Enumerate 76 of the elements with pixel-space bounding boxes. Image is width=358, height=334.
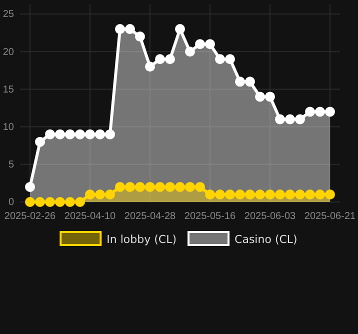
- x-tick-label: 2025-06-03: [244, 211, 296, 222]
- point: [185, 46, 195, 57]
- point: [105, 129, 115, 140]
- point: [75, 129, 85, 140]
- y-tick-label: 25: [2, 9, 14, 20]
- point: [235, 189, 245, 200]
- point: [295, 189, 305, 200]
- point: [95, 189, 105, 200]
- y-tick-label: 0: [8, 197, 14, 208]
- point: [165, 182, 175, 192]
- point: [305, 189, 315, 200]
- point: [115, 182, 125, 192]
- point: [255, 92, 265, 102]
- point: [195, 182, 205, 192]
- point: [245, 76, 255, 87]
- point: [315, 189, 325, 200]
- point: [255, 189, 265, 200]
- point: [25, 197, 35, 207]
- point: [65, 197, 75, 207]
- point: [145, 182, 155, 192]
- point: [245, 189, 255, 200]
- point: [25, 182, 35, 192]
- point: [205, 39, 215, 50]
- point: [45, 129, 55, 140]
- y-tick-label: 10: [2, 122, 14, 133]
- point: [35, 197, 45, 207]
- point: [35, 136, 45, 147]
- point: [145, 62, 155, 72]
- y-tick-label: 5: [8, 160, 14, 171]
- point: [65, 129, 75, 140]
- x-tick-label: 2025-02-26: [4, 211, 56, 222]
- point: [105, 189, 115, 200]
- point: [265, 189, 275, 200]
- point: [175, 24, 185, 34]
- x-tick-label: 2025-05-16: [184, 211, 236, 222]
- point: [45, 197, 55, 207]
- point: [85, 189, 95, 200]
- point: [95, 129, 105, 140]
- y-tick-label: 20: [2, 46, 14, 58]
- point: [55, 129, 65, 140]
- y-tick-label: 15: [2, 84, 14, 96]
- point: [165, 54, 175, 64]
- point: [295, 114, 305, 124]
- point: [85, 129, 95, 140]
- x-tick-label: 2025-06-21: [304, 211, 356, 222]
- point: [225, 54, 235, 64]
- point: [125, 24, 135, 34]
- point: [215, 54, 225, 64]
- point: [135, 182, 145, 192]
- point: [155, 54, 165, 64]
- point: [265, 92, 275, 102]
- legend-label: Casino (CL): [234, 233, 298, 246]
- point: [275, 114, 285, 124]
- point: [115, 24, 125, 34]
- point: [285, 114, 295, 124]
- point: [315, 106, 325, 117]
- point: [285, 189, 295, 200]
- point: [305, 106, 315, 117]
- point: [215, 189, 225, 200]
- point: [205, 189, 215, 200]
- point: [225, 189, 235, 200]
- x-tick-label: 2025-04-10: [64, 211, 116, 222]
- point: [55, 197, 65, 207]
- point: [235, 76, 245, 87]
- point: [185, 182, 195, 192]
- point: [275, 189, 285, 200]
- point: [195, 39, 205, 50]
- point: [155, 182, 165, 192]
- point: [325, 189, 335, 200]
- point: [125, 182, 135, 192]
- x-tick-label: 2025-04-28: [124, 211, 176, 222]
- point: [75, 197, 85, 207]
- point: [325, 106, 335, 117]
- point: [135, 32, 145, 42]
- legend-label: In lobby (CL): [106, 233, 177, 246]
- point: [175, 182, 185, 192]
